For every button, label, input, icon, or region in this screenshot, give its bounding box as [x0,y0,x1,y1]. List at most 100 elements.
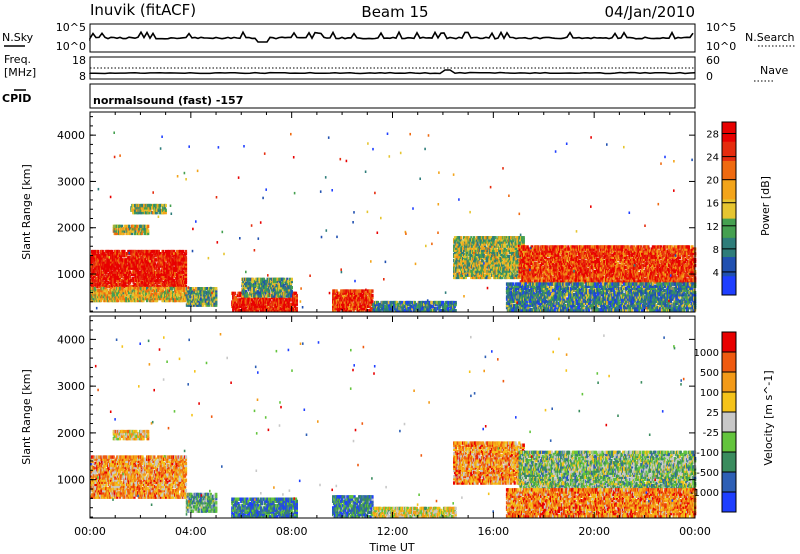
echo-cell [113,252,116,256]
echo-cell [176,276,179,281]
echo-cell [113,266,116,270]
echo-cell [173,266,176,270]
echo-cell [116,264,119,268]
echo-cell [155,252,158,256]
echo-cell [156,270,160,274]
echo-cell [173,274,176,278]
echo-cell [178,264,181,268]
echo-cell [127,260,130,264]
echo-cell [122,278,125,283]
echo-cell [102,274,105,278]
echo-cell [118,249,121,254]
echo-cell [98,294,101,299]
echo-cell [109,258,113,262]
nsky-label: N.Sky [2,31,34,44]
echo-cell [90,280,94,285]
echo-cell [163,260,166,264]
echo-cell [109,284,112,289]
echo-cell [106,266,109,270]
echo-cell [179,249,182,254]
echo-cell [128,280,132,285]
echo-cell [109,252,113,256]
echo-cell [181,270,184,274]
echo-cell [133,252,136,256]
echo-cell [99,298,103,303]
echo-cell [118,254,122,258]
echo-cell [90,256,94,260]
echo-cell [101,284,104,289]
echo-cell [109,260,113,264]
echo-cell [184,249,188,254]
echo-cell [105,264,108,268]
power-data-cells [90,131,697,313]
echo-cell [101,270,104,274]
echo-cell [173,254,176,258]
echo-cell [183,278,186,283]
echo-cell [121,266,124,270]
echo-cell [139,274,142,278]
echo-cell [176,272,179,276]
echo-cell [142,266,145,270]
echo-cell [146,260,150,264]
echo-cell [97,252,100,256]
echo-cell [114,268,117,272]
echo-cell [175,268,179,272]
echo-cell [156,280,160,285]
echo-cell [181,252,184,256]
echo-cell [174,264,178,268]
echo-cell [160,254,163,258]
echo-cell [142,264,145,268]
echo-cell [102,268,105,272]
echo-cell [101,278,104,283]
echo-cell [180,262,183,266]
echo-cell [91,288,94,293]
echo-cell [108,266,111,270]
echo-cell [159,280,162,285]
nave-tick-top: 60 [706,54,720,67]
echo-cell [123,249,126,254]
echo-cell [103,252,106,256]
echo-cell [107,274,110,278]
echo-cell [118,284,122,289]
echo-cell [156,276,160,281]
echo-cell [97,249,100,254]
echo-cell [132,203,135,208]
echo-cell [162,272,165,276]
echo-cell [460,236,463,240]
echo-cell [159,252,162,256]
echo-cell [290,290,293,294]
echo-cell [141,268,144,272]
echo-cell [132,278,135,283]
echo-cell [162,276,165,281]
echo-cell [110,249,113,254]
echo-cell [147,224,150,229]
echo-cell [141,262,144,266]
echo-cell [138,254,141,258]
cpid-panel: CPID normalsound (fast) -157 [2,83,696,109]
echo-cell [180,274,183,278]
echo-cell [162,280,165,285]
echo-cell [109,264,112,268]
echo-cell [170,274,173,278]
echo-cell [96,264,99,268]
echo-cell [140,282,143,287]
echo-cell [182,284,185,289]
echo-cell [100,266,103,270]
echo-cell [115,262,118,266]
echo-cell [181,272,184,276]
echo-cell [184,262,188,266]
echo-cell [153,252,156,256]
echo-cell [96,280,99,285]
echo-cell [94,254,97,258]
echo-cell [112,282,115,287]
echo-cell [163,270,166,274]
echo-cell [90,282,93,287]
echo-cell [101,272,104,276]
echo-cell [99,296,102,301]
echo-cell [128,282,131,287]
echo-cell [140,272,143,276]
echo-cell [171,286,174,291]
echo-cell [134,282,137,287]
echo-cell [168,280,171,285]
echo-cell [157,266,160,270]
